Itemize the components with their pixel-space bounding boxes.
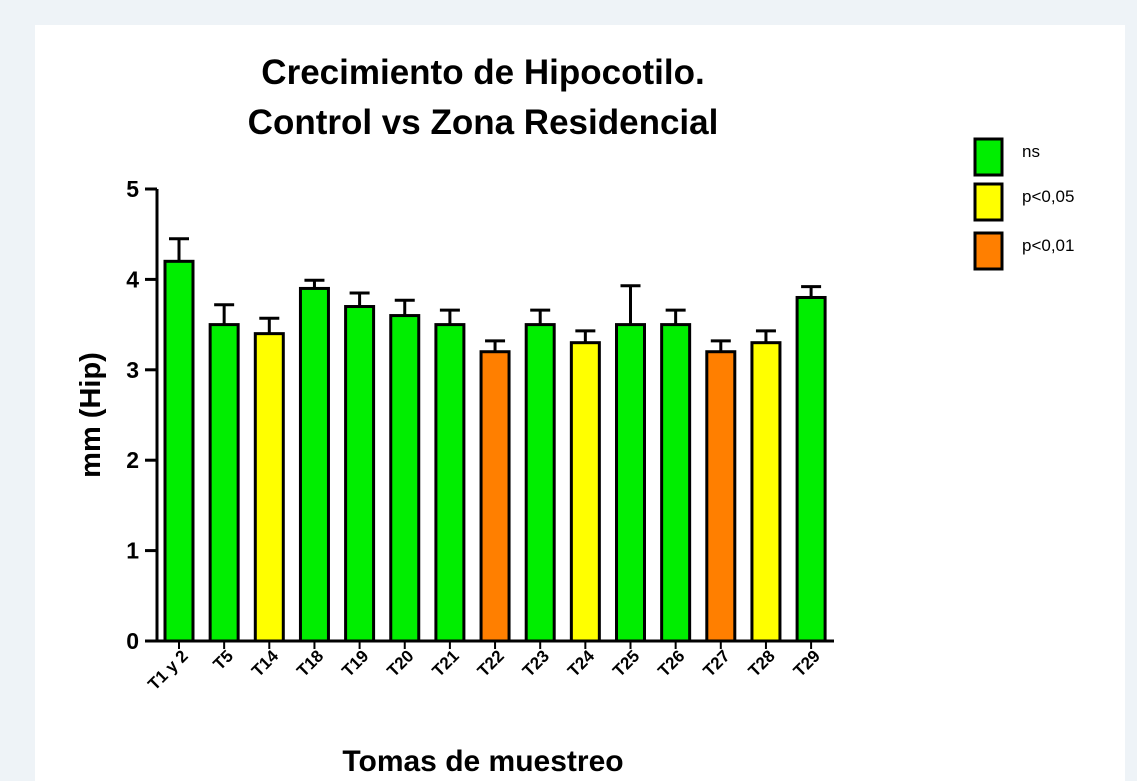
bar [163,259,195,643]
bar [389,314,421,643]
bar [434,323,466,643]
bar [705,350,737,643]
y-tick-label: 5 [126,176,139,202]
y-tick-label: 4 [126,266,139,292]
chart-title: Control vs Zona Residencial [248,103,719,142]
bar [795,295,827,643]
y-tick-label: 0 [126,628,139,654]
legend-label: p<0,05 [1022,187,1074,206]
bar [298,286,330,643]
y-tick-label: 2 [126,447,139,473]
bar [750,341,782,643]
bar [344,305,376,643]
legend-label: p<0,01 [1022,236,1074,255]
bar [615,323,646,643]
legend-swatch [973,137,1004,177]
bar [524,323,556,643]
x-axis-label: Tomas de muestreo [342,745,623,778]
legend-label: ns [1022,142,1040,161]
y-tick-label: 3 [126,357,139,383]
legend-swatch [973,231,1004,271]
bar [660,323,692,643]
chart-title: Crecimiento de Hipocotilo. [261,53,704,92]
bar [479,350,511,643]
y-tick-label: 1 [126,538,139,564]
y-axis-label: mm (Hip) [75,352,107,478]
bar [253,332,285,643]
bar [208,323,240,643]
legend-swatch [973,182,1004,222]
bar [569,341,601,643]
